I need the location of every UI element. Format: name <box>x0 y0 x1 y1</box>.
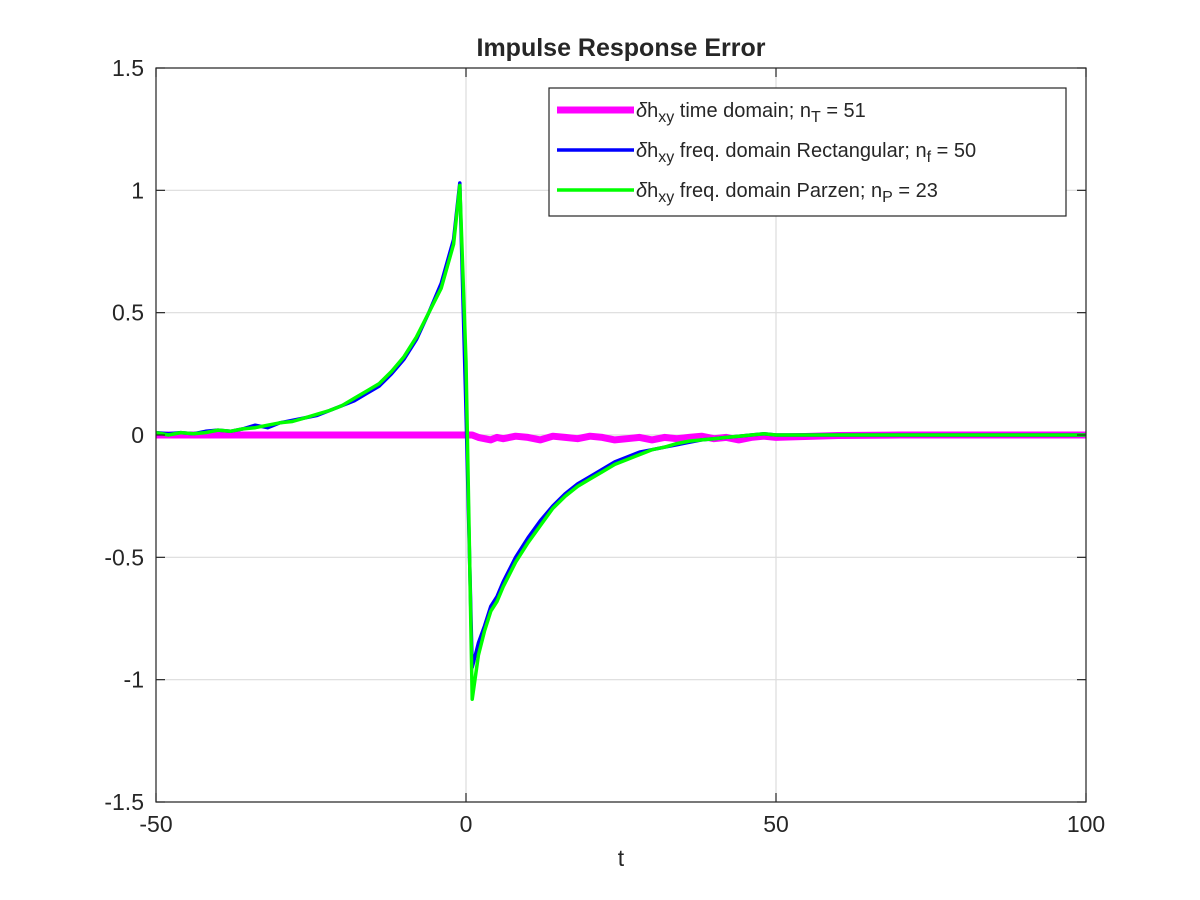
legend-box <box>548 87 1067 217</box>
legend-entry-time-domain: δhxy time domain; nT = 51 <box>636 100 866 126</box>
y-tick-label: 0 <box>131 422 144 448</box>
x-tick-label: 100 <box>1067 811 1105 837</box>
x-axis-label: t <box>618 845 625 871</box>
legend: δhxy time domain; nT = 51 δhxy freq. doma… <box>548 87 1067 217</box>
series-parzen-line <box>155 183 1086 701</box>
x-tick-label: -50 <box>139 811 172 837</box>
y-tick-label: -1.5 <box>104 789 144 815</box>
series-time-domain-line <box>156 431 1086 444</box>
y-tick-label: 1.5 <box>112 55 144 81</box>
series-layer <box>155 181 1086 701</box>
y-tick-label: 0.5 <box>112 300 144 326</box>
y-tick-label: 1 <box>131 177 144 203</box>
y-tick-label: -0.5 <box>104 544 144 570</box>
legend-entry-parzen: δhxy freq. domain Parzen; nP = 23 <box>636 180 938 206</box>
ticks: -50 0 50 100 -1.5 -1 -0.5 0 0.5 1 1.5 <box>104 55 1105 837</box>
x-tick-label: 0 <box>460 811 473 837</box>
legend-entry-rectangular: δhxy freq. domain Rectangular; nf = 50 <box>636 140 976 166</box>
chart-title: Impulse Response Error <box>477 34 766 62</box>
y-tick-label: -1 <box>124 667 144 693</box>
x-tick-label: 50 <box>763 811 789 837</box>
